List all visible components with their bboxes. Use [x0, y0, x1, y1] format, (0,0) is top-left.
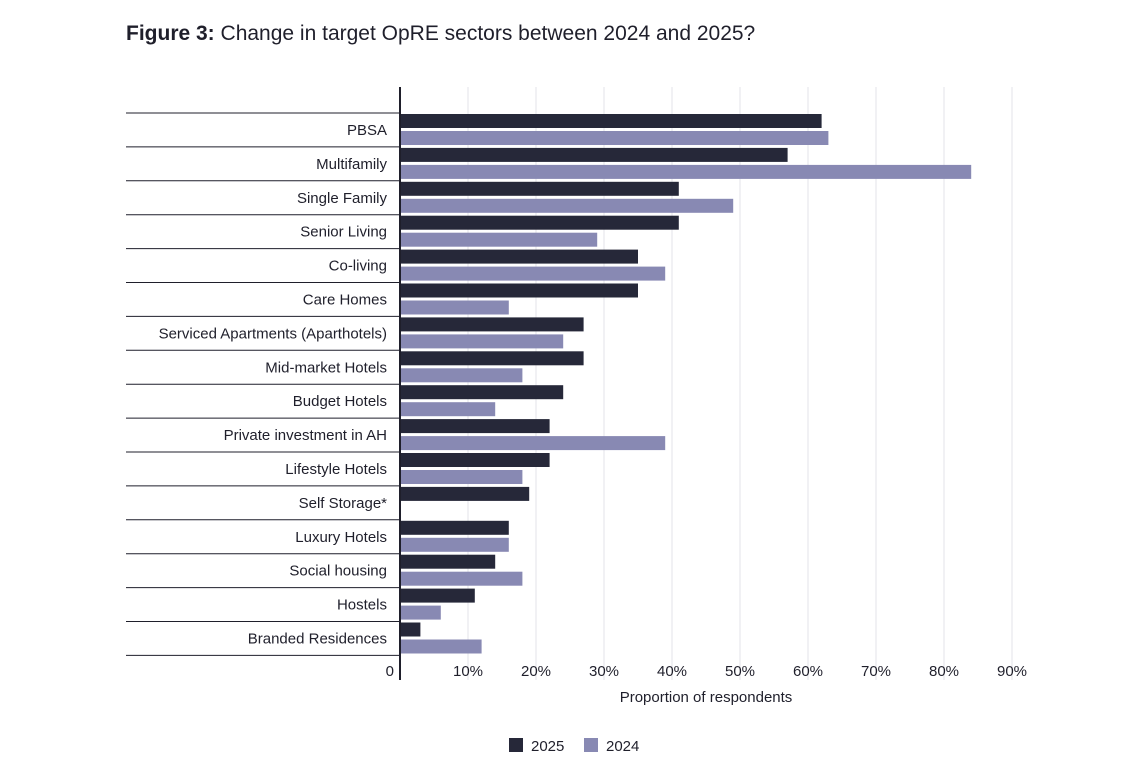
bar-2025-pbsa [400, 114, 822, 128]
figure-title-text: Change in target OpRE sectors between 20… [220, 22, 756, 45]
bar-2025-care-homes [400, 283, 638, 298]
bar-2025-branded-residences [400, 622, 421, 637]
bar-2025-co-living [400, 249, 638, 264]
x-tick-label-10: 10% [453, 663, 483, 680]
category-label-co-living: Co-living [329, 258, 387, 275]
x-tick-label-0: 0 [386, 663, 394, 680]
category-label-mid-market-hotels: Mid-market Hotels [265, 359, 387, 376]
legend-label-2024: 2024 [606, 738, 639, 755]
bar-2025-social-housing [400, 554, 496, 569]
bar-2024-mid-market-hotels [400, 368, 523, 383]
bar-2025-private-investment-in-ah [400, 419, 550, 434]
bar-2024-multifamily [400, 164, 972, 179]
x-tick-label-20: 20% [521, 663, 551, 680]
bar-2024-budget-hotels [400, 402, 496, 417]
bar-2024-hostels [400, 605, 441, 620]
bar-2024-lifestyle-hotels [400, 470, 523, 484]
bar-2024-serviced-apartments-aparthotels [400, 334, 564, 349]
legend-swatch-2024 [584, 738, 598, 752]
bar-2025-hostels [400, 588, 475, 603]
bar-2024-single-family [400, 198, 734, 213]
category-label-budget-hotels: Budget Hotels [293, 393, 387, 410]
category-label-multifamily: Multifamily [316, 156, 387, 173]
category-label-serviced-apartments-aparthotels: Serviced Apartments (Aparthotels) [159, 325, 387, 342]
bar-2024-co-living [400, 266, 666, 281]
bar-2024-pbsa [400, 131, 829, 145]
bar-2024-branded-residences [400, 639, 482, 654]
x-tick-label-60: 60% [793, 663, 823, 680]
category-label-private-investment-in-ah: Private investment in AH [224, 427, 387, 444]
category-label-care-homes: Care Homes [303, 291, 387, 308]
legend: 2025 2024 [509, 738, 639, 755]
x-tick-label-80: 80% [929, 663, 959, 680]
category-label-luxury-hotels: Luxury Hotels [295, 529, 387, 546]
bar-2025-budget-hotels [400, 385, 564, 400]
figure-label: Figure 3: [126, 22, 215, 45]
bar-2024-luxury-hotels [400, 537, 509, 552]
category-label-senior-living: Senior Living [300, 224, 387, 241]
legend-swatch-2025 [509, 738, 523, 752]
bars-layer [400, 114, 972, 654]
bar-2025-lifestyle-hotels [400, 453, 550, 467]
bar-2024-senior-living [400, 232, 598, 247]
category-label-single-family: Single Family [297, 190, 388, 207]
legend-label-2025: 2025 [531, 738, 564, 755]
category-label-branded-residences: Branded Residences [248, 630, 387, 647]
bar-2025-serviced-apartments-aparthotels [400, 317, 584, 332]
x-tick-label-90: 90% [997, 663, 1027, 680]
category-label-self-storage: Self Storage* [299, 495, 388, 512]
x-axis-title: Proportion of respondents [620, 689, 793, 706]
bar-2025-mid-market-hotels [400, 351, 584, 366]
category-label-pbsa: PBSA [347, 122, 387, 139]
category-label-lifestyle-hotels: Lifestyle Hotels [285, 461, 387, 478]
x-tick-label-40: 40% [657, 663, 687, 680]
bar-2025-luxury-hotels [400, 520, 509, 535]
category-rows: PBSA Multifamily Single Family Senior Livin… [126, 112, 400, 656]
category-label-social-housing: Social housing [289, 563, 387, 580]
bar-2025-single-family [400, 181, 679, 196]
x-tick-label-70: 70% [861, 663, 891, 680]
axis-layer: 0 10% 20% 30% 40% 50% 60% 70% 80% 90% Proportion o… [386, 87, 1027, 706]
x-tick-label-50: 50% [725, 663, 755, 680]
bar-2025-senior-living [400, 215, 679, 230]
bar-2024-care-homes [400, 300, 509, 315]
bar-2025-self-storage [400, 486, 530, 501]
bar-2025-multifamily [400, 147, 788, 162]
category-label-hostels: Hostels [337, 597, 387, 614]
figure-title: Figure 3: Change in target OpRE sectors … [126, 22, 755, 46]
bar-2024-private-investment-in-ah [400, 436, 666, 451]
bar-2024-social-housing [400, 571, 523, 586]
x-tick-label-30: 30% [589, 663, 619, 680]
